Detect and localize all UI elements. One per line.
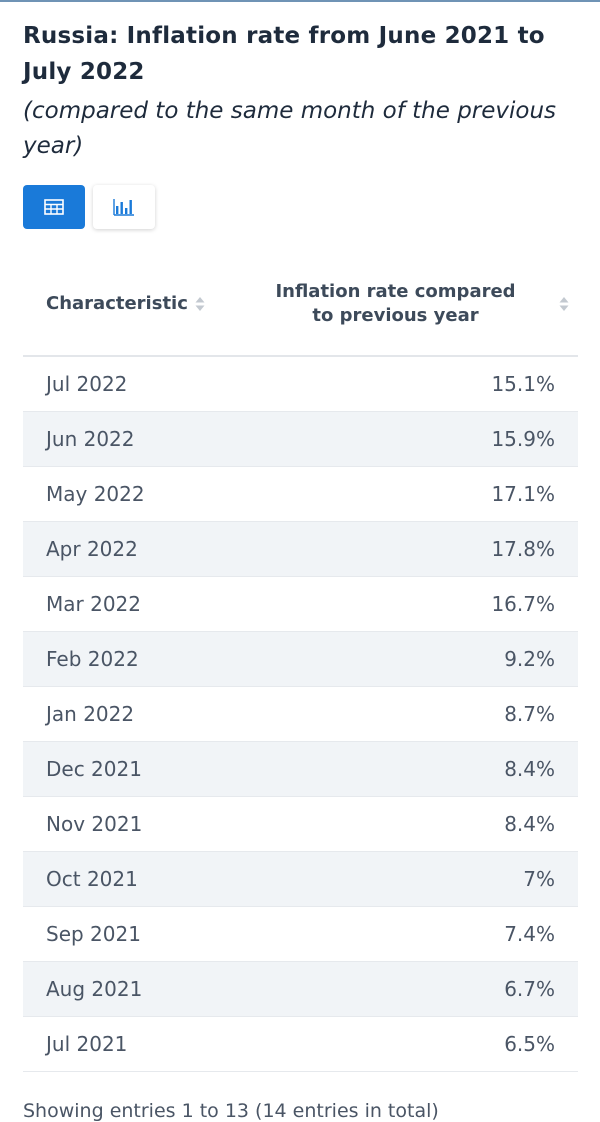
- row-value: 17.1%: [262, 466, 578, 522]
- row-label: Dec 2021: [23, 741, 262, 797]
- column-header-label: Characteristic: [46, 293, 188, 314]
- sort-icon: [195, 297, 205, 311]
- row-value: 7.4%: [262, 906, 578, 962]
- table-icon: [44, 199, 64, 215]
- data-table: Characteristic Inflation rate compared t…: [23, 253, 578, 1072]
- table-body: Jul 2022 15.1% Jun 2022 15.9% May 2022 17.1% A…: [23, 356, 578, 1072]
- row-value: 7%: [262, 851, 578, 907]
- row-label: Feb 2022: [23, 631, 262, 687]
- row-value: 15.1%: [262, 356, 578, 412]
- row-label: Jun 2022: [23, 411, 262, 467]
- row-label: Mar 2022: [23, 576, 262, 632]
- row-label: Jul 2021: [23, 1016, 262, 1072]
- table-row: May 2022 17.1%: [23, 466, 578, 522]
- entries-info: Showing entries 1 to 13 (14 entries in t…: [23, 1100, 439, 1122]
- row-label: Sep 2021: [23, 906, 262, 962]
- bar-chart-icon: [113, 199, 134, 216]
- table-row: Aug 2021 6.7%: [23, 961, 578, 1017]
- table-row: Jan 2022 8.7%: [23, 686, 578, 742]
- row-label: Oct 2021: [23, 851, 262, 907]
- column-header-inflation-rate[interactable]: Inflation rate compared to previous year: [262, 253, 578, 357]
- table-header-row: Characteristic Inflation rate compared t…: [23, 253, 578, 357]
- table-row: Apr 2022 17.8%: [23, 521, 578, 577]
- row-label: May 2022: [23, 466, 262, 522]
- table-row: Jul 2021 6.5%: [23, 1016, 578, 1072]
- page-title: Russia: Inflation rate from June 2021 to…: [23, 23, 545, 85]
- page-subtitle: (compared to the same month of the previ…: [23, 98, 557, 159]
- top-accent-line: [0, 0, 600, 2]
- table-row: Nov 2021 8.4%: [23, 796, 578, 852]
- chart-view-button[interactable]: [93, 185, 155, 229]
- row-value: 6.5%: [262, 1016, 578, 1072]
- row-label: Jan 2022: [23, 686, 262, 742]
- row-label: Jul 2022: [23, 356, 262, 412]
- table-row: Jun 2022 15.9%: [23, 411, 578, 467]
- row-label: Nov 2021: [23, 796, 262, 852]
- row-label: Aug 2021: [23, 961, 262, 1017]
- table-row: Jul 2022 15.1%: [23, 356, 578, 412]
- table-row: Dec 2021 8.4%: [23, 741, 578, 797]
- column-header-characteristic[interactable]: Characteristic: [23, 253, 262, 357]
- column-header-label: Inflation rate compared to previous year: [275, 281, 516, 326]
- table-row: Sep 2021 7.4%: [23, 906, 578, 962]
- row-value: 16.7%: [262, 576, 578, 632]
- row-value: 8.4%: [262, 741, 578, 797]
- view-toggle: [23, 185, 578, 229]
- row-label: Apr 2022: [23, 521, 262, 577]
- table-row: Feb 2022 9.2%: [23, 631, 578, 687]
- sort-icon: [559, 297, 569, 311]
- table-row: Mar 2022 16.7%: [23, 576, 578, 632]
- row-value: 6.7%: [262, 961, 578, 1017]
- table-view-button[interactable]: [23, 185, 85, 229]
- table-row: Oct 2021 7%: [23, 851, 578, 907]
- row-value: 9.2%: [262, 631, 578, 687]
- row-value: 17.8%: [262, 521, 578, 577]
- row-value: 15.9%: [262, 411, 578, 467]
- row-value: 8.4%: [262, 796, 578, 852]
- row-value: 8.7%: [262, 686, 578, 742]
- statistic-panel: Russia: Inflation rate from June 2021 to…: [23, 18, 578, 1122]
